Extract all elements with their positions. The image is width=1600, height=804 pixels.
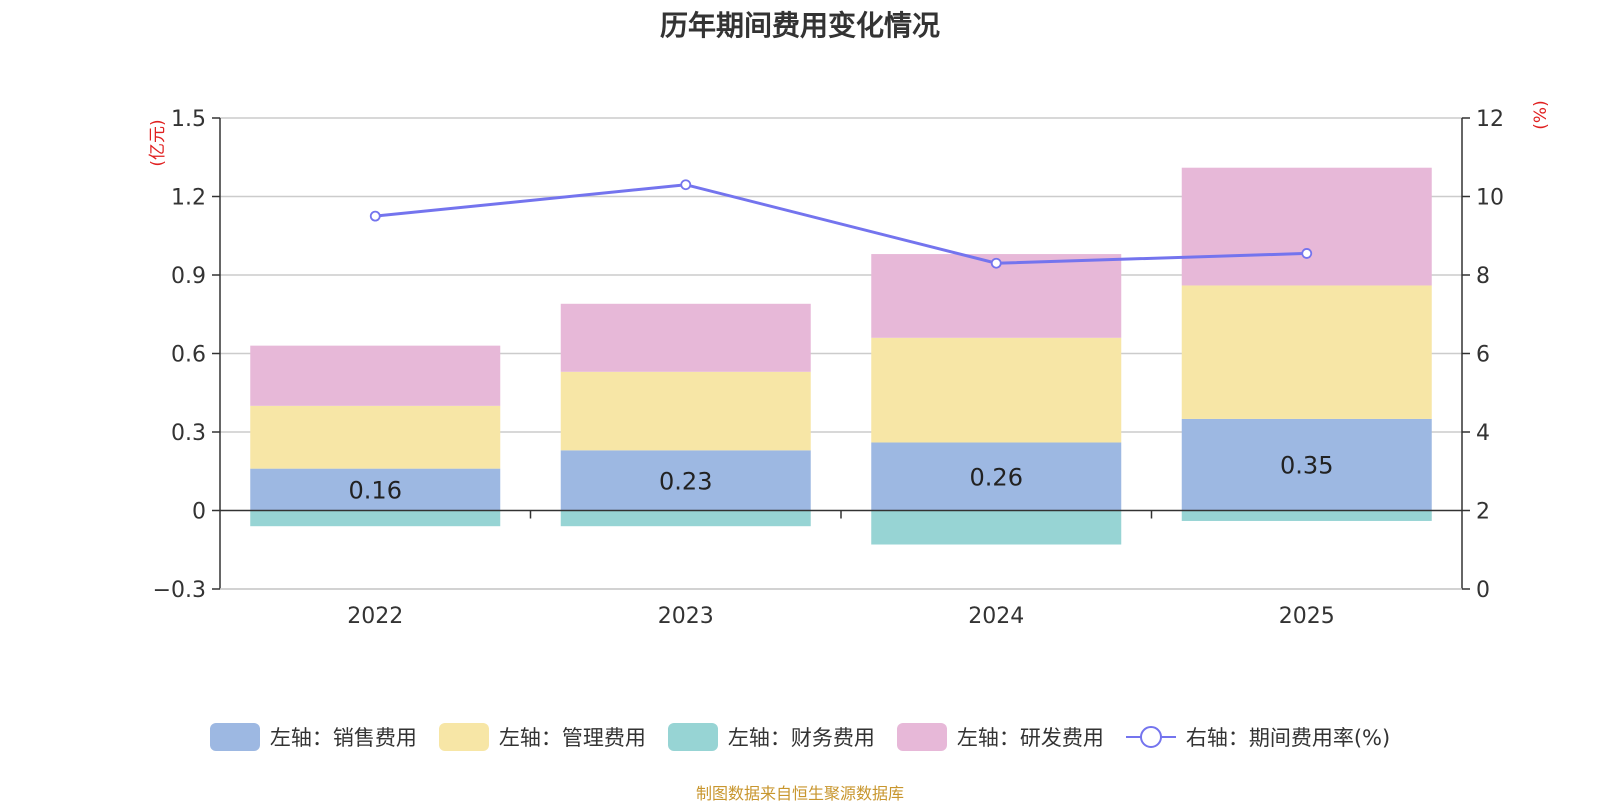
- legend-swatch-sales: [209, 723, 260, 751]
- right-tick-label: 8: [1476, 264, 1490, 289]
- data-label: 0.26: [970, 463, 1023, 491]
- bar-segment: [560, 450, 811, 511]
- data-label: 0.35: [1280, 452, 1333, 480]
- right-axis-unit-label: (%): [1531, 100, 1551, 129]
- axis-layer: −0.3 0 0.3 0.6 0.9 1.2 1.5 0 2 4 6 8 10 12 (亿元) (%) 2022…: [148, 100, 1551, 629]
- rate-point: [990, 257, 1002, 269]
- right-tick-label: 12: [1476, 107, 1504, 132]
- rate-point: [1301, 248, 1313, 259]
- rate-point: [680, 179, 692, 191]
- bar-segment: [560, 510, 811, 527]
- left-tick-label: 0.3: [171, 421, 206, 446]
- chart-title: 历年期间费用变化情况: [659, 9, 940, 42]
- left-axis-unit-label: (亿元): [148, 119, 168, 166]
- rate-point: [369, 210, 381, 222]
- category-label: 2022: [347, 604, 403, 629]
- bar-layer: [250, 167, 1432, 545]
- legend-swatch-rnd: [896, 723, 947, 751]
- left-tick-label: 0.6: [171, 343, 206, 368]
- right-tick-label: 0: [1476, 578, 1490, 603]
- right-tick-label: 4: [1476, 421, 1490, 446]
- bar-segment: [560, 303, 811, 372]
- legend-item-rnd[interactable]: 左轴：研发费用: [896, 722, 1104, 752]
- data-label: 0.23: [659, 467, 712, 495]
- left-tick-label: 1.5: [171, 107, 206, 132]
- bar-segment: [1181, 167, 1432, 286]
- right-tick-label: 2: [1476, 500, 1490, 525]
- legend-label-rate: 右轴：期间费用率(%): [1185, 726, 1391, 750]
- bar-segment: [1181, 418, 1432, 511]
- legend-item-sales[interactable]: 左轴：销售费用: [209, 722, 417, 752]
- legend-line-circle-icon: [1125, 726, 1176, 748]
- legend-label-rnd: 左轴：研发费用: [956, 726, 1104, 750]
- legend-label-finance: 左轴：财务费用: [727, 726, 875, 750]
- label-layer: 0.16 0.23 0.26 0.35: [349, 452, 1334, 505]
- legend-label-sales: 左轴：销售费用: [269, 726, 417, 750]
- line-layer: [369, 179, 1313, 269]
- left-tick-label: 0: [192, 500, 206, 525]
- legend-item-finance[interactable]: 左轴：财务费用: [667, 722, 875, 752]
- left-tick-label: 1.2: [171, 186, 206, 211]
- legend-label-admin: 左轴：管理费用: [498, 726, 646, 750]
- bar-segment: [250, 405, 501, 469]
- bar-segment: [560, 371, 811, 451]
- bar-segment: [250, 345, 501, 406]
- legend-item-admin[interactable]: 左轴：管理费用: [438, 722, 646, 752]
- category-label: 2023: [658, 604, 714, 629]
- legend-item-rate[interactable]: 右轴：期间费用率(%): [1125, 722, 1391, 752]
- category-label: 2025: [1279, 604, 1335, 629]
- left-tick-label: −0.3: [153, 578, 206, 603]
- right-tick-label: 6: [1476, 343, 1490, 368]
- legend-swatch-admin: [438, 723, 489, 751]
- bar-segment: [871, 337, 1122, 443]
- bar-segment: [1181, 510, 1432, 521]
- category-label: 2024: [968, 604, 1024, 629]
- source-note: 制图数据来自恒生聚源数据库: [695, 784, 904, 803]
- bar-segment: [250, 468, 501, 511]
- right-tick-label: 10: [1476, 186, 1504, 211]
- legend-swatch-finance: [667, 723, 718, 751]
- bar-segment: [871, 510, 1122, 545]
- legend: 左轴：销售费用 左轴：管理费用 左轴：财务费用 左轴：研发费用 右轴：期间费用率…: [0, 722, 1600, 752]
- bar-segment: [871, 442, 1122, 511]
- rate-line: [375, 183, 1307, 265]
- data-label: 0.16: [349, 477, 402, 505]
- bar-segment: [1181, 285, 1432, 419]
- bar-segment: [250, 510, 501, 527]
- left-tick-label: 0.9: [171, 264, 206, 289]
